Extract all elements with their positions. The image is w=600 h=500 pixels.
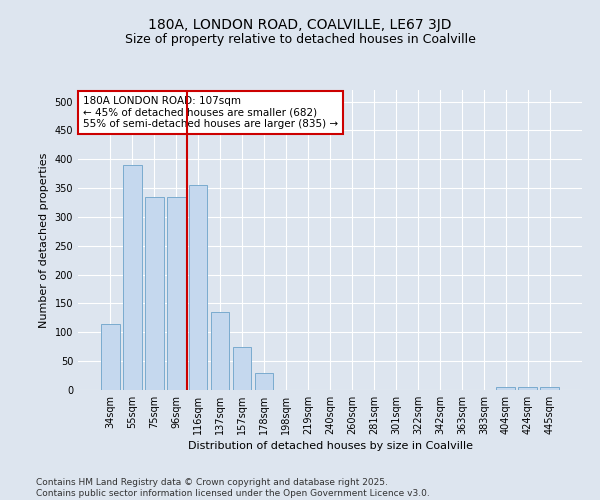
Bar	[496, 387, 515, 390]
Bar	[145, 196, 164, 390]
Bar	[189, 185, 208, 390]
Bar	[167, 196, 185, 390]
Bar	[541, 387, 559, 390]
Bar	[233, 346, 251, 390]
Bar	[518, 387, 537, 390]
Text: 180A, LONDON ROAD, COALVILLE, LE67 3JD: 180A, LONDON ROAD, COALVILLE, LE67 3JD	[148, 18, 452, 32]
Y-axis label: Number of detached properties: Number of detached properties	[39, 152, 49, 328]
X-axis label: Distribution of detached houses by size in Coalville: Distribution of detached houses by size …	[187, 441, 473, 451]
Bar	[123, 165, 142, 390]
Bar	[255, 372, 274, 390]
Text: Size of property relative to detached houses in Coalville: Size of property relative to detached ho…	[125, 32, 475, 46]
Text: Contains HM Land Registry data © Crown copyright and database right 2025.
Contai: Contains HM Land Registry data © Crown c…	[36, 478, 430, 498]
Text: 180A LONDON ROAD: 107sqm
← 45% of detached houses are smaller (682)
55% of semi-: 180A LONDON ROAD: 107sqm ← 45% of detach…	[83, 96, 338, 129]
Bar	[101, 324, 119, 390]
Bar	[211, 312, 229, 390]
